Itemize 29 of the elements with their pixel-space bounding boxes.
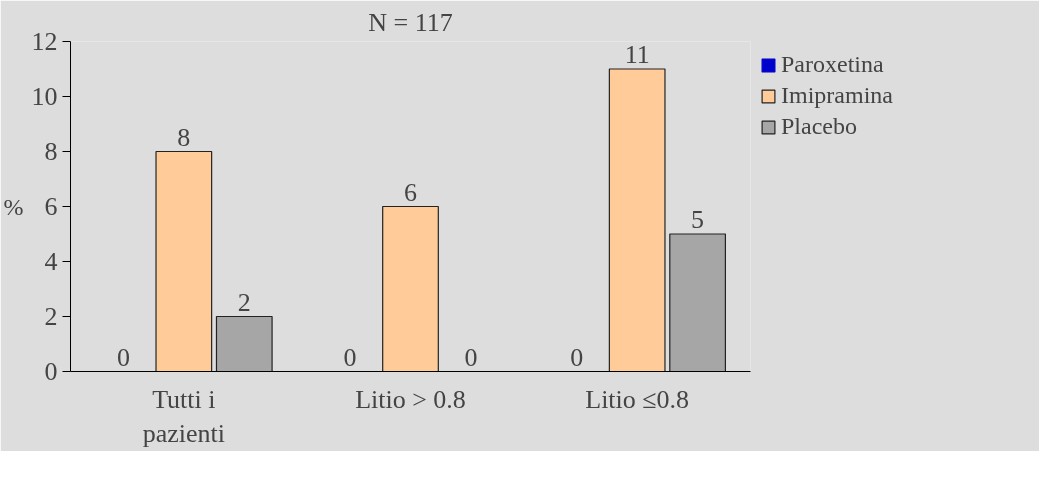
x-tick-label: Litio > 0.8: [355, 384, 466, 414]
y-tick-label: 12: [31, 27, 58, 56]
data-label: 11: [624, 40, 650, 69]
data-label: 0: [570, 342, 584, 372]
legend-label: Placebo: [781, 113, 857, 140]
y-tick-label: 2: [44, 302, 58, 331]
bar: [382, 205, 439, 372]
bar: [155, 150, 213, 372]
bar: [215, 315, 273, 372]
bar: [669, 233, 727, 372]
x-tick-label: Litio ≤0.8: [585, 384, 690, 414]
data-label: 2: [237, 287, 251, 317]
data-label: 5: [691, 205, 705, 234]
data-label: 0: [464, 342, 478, 372]
data-label: 0: [343, 342, 357, 372]
legend-label: Paroxetina: [781, 51, 884, 78]
chart-title: N = 117: [368, 7, 453, 37]
data-label: 0: [116, 342, 130, 372]
y-axis-title: %: [3, 193, 24, 220]
data-label: 8: [177, 122, 191, 152]
bar: [608, 68, 666, 372]
y-tick-label: 0: [44, 357, 58, 386]
x-tick-label: Tutti i pazienti: [142, 384, 225, 449]
y-tick-label: 8: [44, 137, 58, 166]
y-tick-label: 10: [31, 82, 58, 111]
y-tick-label: 6: [44, 192, 58, 221]
legend-label: Imipramina: [781, 82, 893, 109]
y-tick-label: 4: [44, 247, 58, 276]
data-label: 6: [404, 177, 417, 207]
